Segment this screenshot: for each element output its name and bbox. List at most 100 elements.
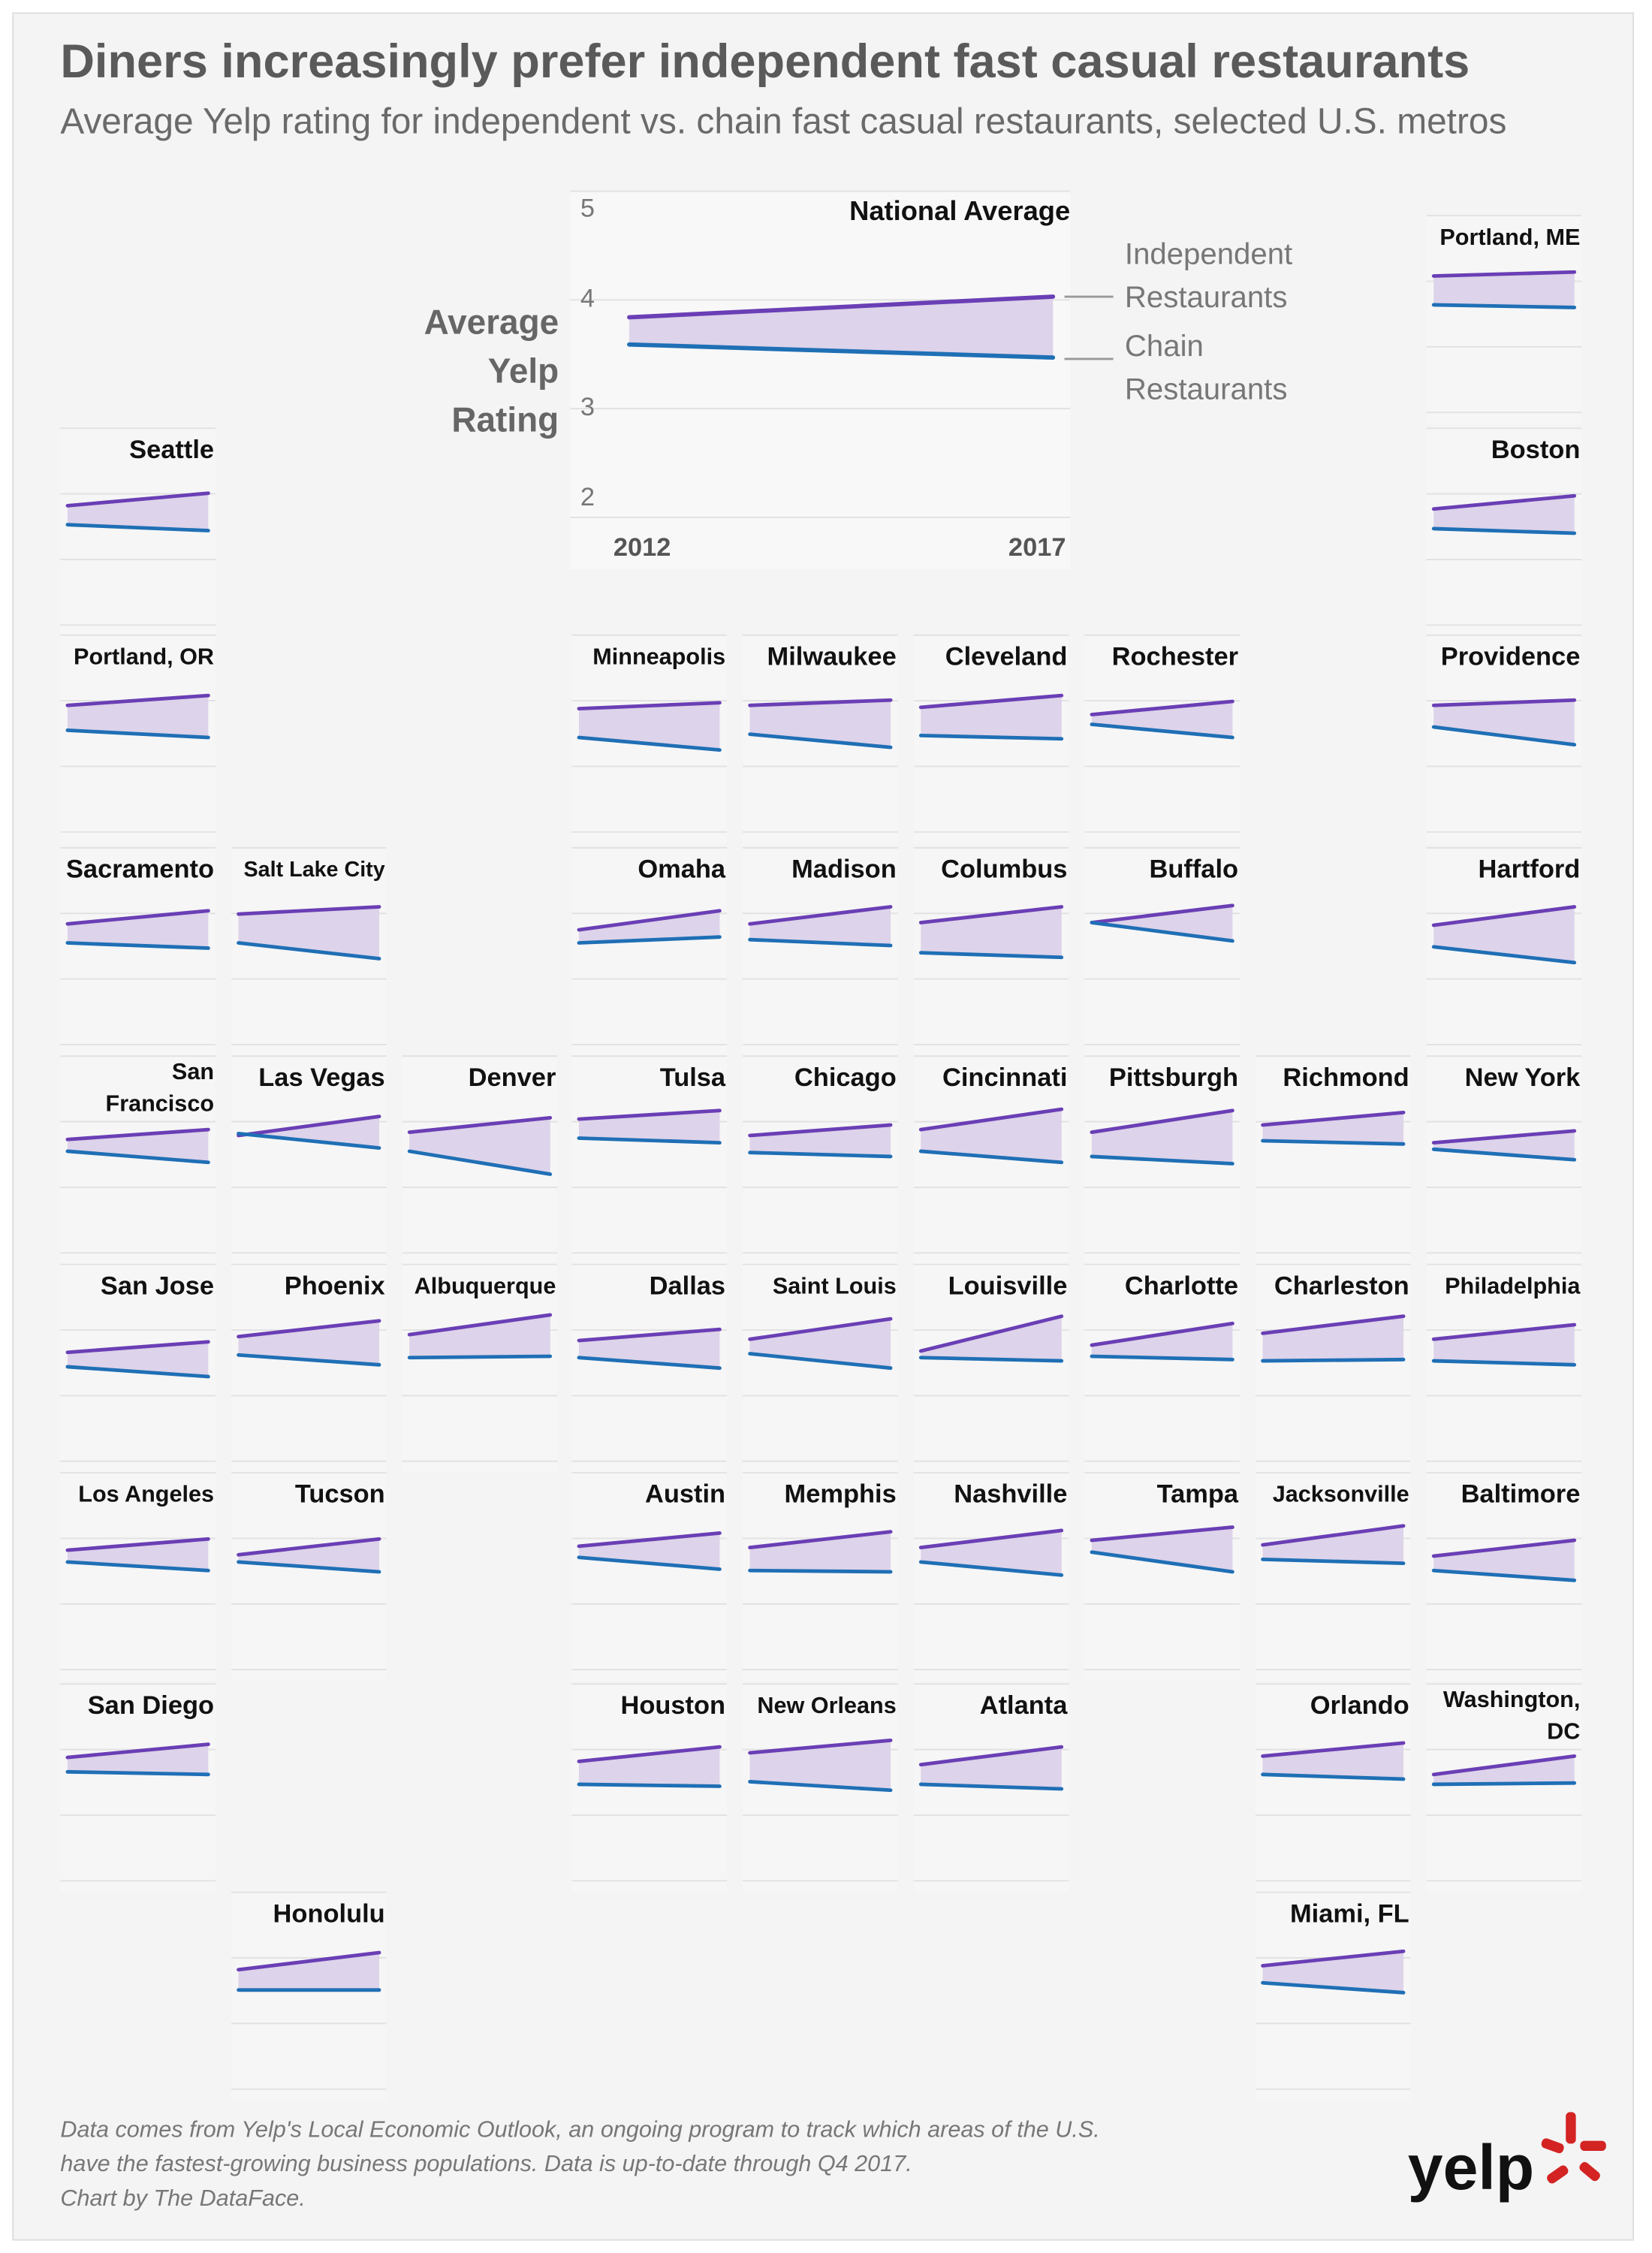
line [748, 732, 893, 749]
line [918, 1745, 1064, 1767]
panel-bg [60, 847, 216, 1057]
panel-title: Cincinnati [942, 1063, 1067, 1092]
gap-area [629, 297, 1054, 358]
line [748, 937, 893, 948]
panel-bg [743, 1264, 898, 1473]
panel-title: Phoenix [285, 1271, 385, 1300]
gap-area [1262, 1112, 1404, 1145]
panel-title: New York [1465, 1063, 1581, 1092]
line [577, 1136, 722, 1145]
panel-title: Saint Louis [773, 1273, 897, 1298]
line [577, 909, 722, 932]
x-tick-label: 2012 [613, 533, 671, 562]
panel-title: Houston [621, 1691, 726, 1720]
line [65, 1769, 210, 1777]
y-axis-label: Average Yelp Rating [424, 303, 559, 439]
line [1090, 1321, 1234, 1347]
line [577, 1356, 722, 1371]
line [918, 1782, 1064, 1791]
line [1431, 905, 1577, 927]
line [577, 1745, 722, 1763]
line [65, 1127, 210, 1142]
panel-title: Portland, ME [1439, 225, 1580, 250]
line [1431, 270, 1577, 278]
line [918, 951, 1064, 960]
line [577, 1108, 722, 1121]
line [237, 1114, 381, 1138]
line [65, 1560, 210, 1573]
panel-bg [571, 847, 727, 1057]
panel-title: Sacramento [66, 855, 214, 884]
line [918, 1149, 1064, 1165]
line [1431, 303, 1577, 309]
gap-area [409, 1314, 550, 1358]
line [1090, 1108, 1234, 1134]
line [407, 1313, 553, 1337]
note: Data comes from Yelp's Local Economic Ou… [60, 2116, 1099, 2142]
panel-bg [231, 1264, 387, 1473]
panel-bg [1426, 1056, 1582, 1265]
panel-title: Atlanta [980, 1691, 1069, 1720]
panel-bg [231, 1473, 387, 1681]
gap-area [67, 695, 209, 738]
panel-title: Jacksonville [1273, 1482, 1409, 1507]
note: Chart by The DataFace. [60, 2185, 305, 2211]
line [577, 1531, 722, 1549]
panel-title: Richmond [1283, 1063, 1409, 1092]
line [1431, 945, 1577, 965]
panel-title: Omaha [638, 855, 726, 884]
panel-title: Providence [1441, 642, 1581, 671]
line [1090, 903, 1234, 924]
line [918, 1560, 1064, 1577]
gap-area [238, 1116, 380, 1148]
line [577, 1555, 722, 1571]
panel-bg [1426, 216, 1582, 424]
logo: yelp [1408, 2132, 1534, 2203]
panel-title: Cleveland [945, 642, 1068, 671]
panel-bg [570, 191, 1071, 569]
line [1261, 1949, 1406, 1968]
gap-area [1433, 1756, 1575, 1784]
line [237, 1950, 381, 1972]
line [1261, 1111, 1406, 1127]
line [1261, 1357, 1406, 1363]
panel-bg [913, 1473, 1069, 1681]
panel-title: Hartford [1479, 855, 1581, 884]
panel-title: Nashville [954, 1480, 1067, 1509]
line [577, 1782, 722, 1788]
line [65, 728, 210, 740]
gap-area [1262, 1525, 1404, 1564]
line [918, 1107, 1064, 1132]
gap-area [921, 695, 1062, 739]
gap-area [749, 906, 891, 946]
line [65, 693, 210, 707]
line [1431, 1538, 1577, 1558]
panel-bg [1426, 1684, 1582, 1893]
line [748, 1123, 893, 1138]
panel-title: San Jose [101, 1271, 214, 1300]
line [1431, 1129, 1577, 1145]
line [1431, 1147, 1577, 1162]
panel-title: Portland, OR [74, 644, 214, 669]
line [237, 1353, 381, 1367]
line [627, 294, 1056, 320]
line [1431, 1754, 1577, 1777]
line [1261, 1557, 1406, 1565]
panel-title: National Average [849, 195, 1070, 226]
line [1261, 1772, 1406, 1781]
line [918, 1356, 1064, 1363]
gap-area [67, 910, 209, 949]
line [407, 1149, 553, 1176]
gap-area [1433, 1325, 1575, 1365]
line [1090, 1550, 1234, 1574]
panel-title: Miami, FL [1290, 1899, 1409, 1928]
line [1261, 1980, 1406, 1995]
gap-area [749, 700, 891, 748]
line [1431, 1781, 1577, 1787]
panel-bg [1256, 1892, 1411, 2101]
panel-title: Baltimore [1461, 1480, 1581, 1509]
line [1431, 725, 1577, 747]
panel-title: Boston [1491, 436, 1581, 464]
line [918, 734, 1064, 741]
